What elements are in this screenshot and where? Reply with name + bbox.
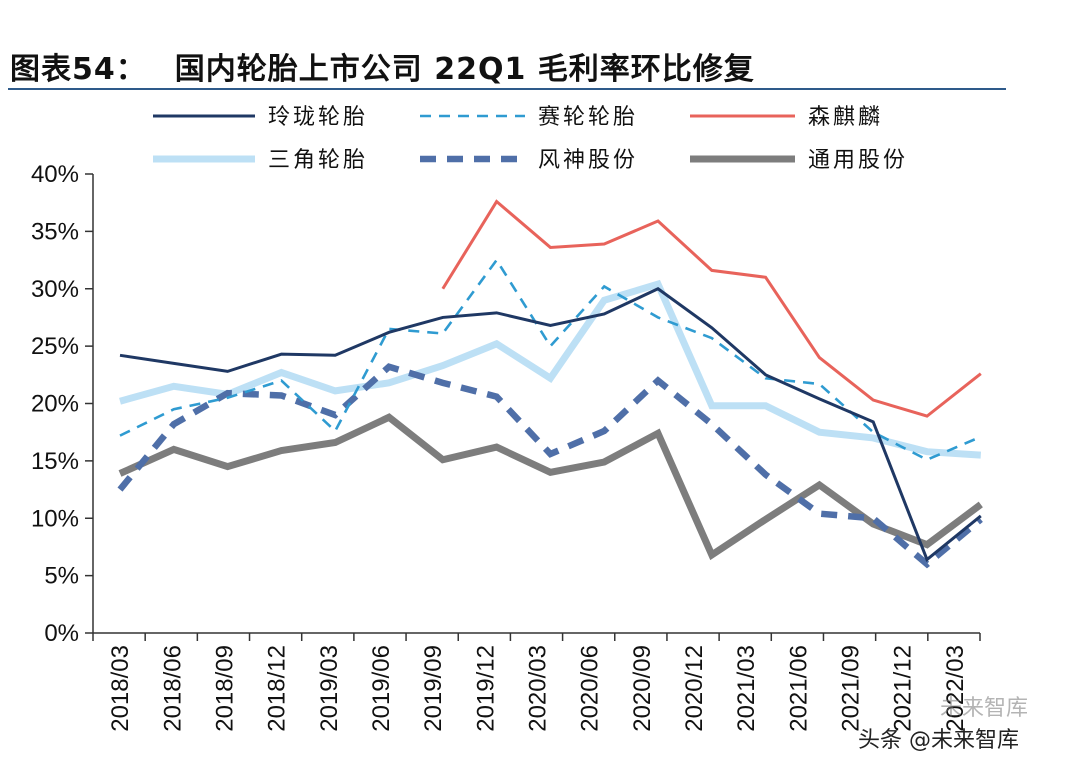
legend-label-2: 森麒麟 bbox=[808, 105, 883, 130]
chart-series bbox=[117, 199, 983, 569]
x-tick-label: 2021/09 bbox=[838, 645, 865, 732]
x-tick-label: 2020/12 bbox=[681, 645, 708, 732]
legend-label-0: 玲珑轮胎 bbox=[268, 105, 368, 130]
x-tick-label: 2019/03 bbox=[316, 645, 343, 732]
x-tick-label: 2019/09 bbox=[420, 645, 447, 732]
series-line-5 bbox=[118, 413, 983, 561]
y-tick-label: 15% bbox=[31, 448, 79, 475]
y-tick-label: 40% bbox=[31, 161, 79, 188]
legend-label-3: 三角轮胎 bbox=[268, 148, 368, 173]
series-line-1 bbox=[119, 257, 982, 462]
y-tick-label: 25% bbox=[31, 333, 79, 360]
legend-label-5: 通用股份 bbox=[808, 148, 908, 173]
chart-title: 图表54： 国内轮胎上市公司 22Q1 毛利率环比修复 bbox=[10, 44, 755, 88]
x-tick-label: 2018/09 bbox=[211, 645, 238, 732]
series-line-2 bbox=[441, 199, 982, 418]
watermark: 头条 @未来智库 bbox=[858, 728, 1019, 753]
series-line-4 bbox=[117, 363, 983, 569]
x-tick-label: 2022/03 bbox=[942, 645, 969, 732]
x-tick-label: 2021/06 bbox=[785, 645, 812, 732]
x-tick-label: 2021/12 bbox=[890, 645, 917, 732]
y-tick-label: 0% bbox=[44, 620, 79, 647]
legend-label-4: 风神股份 bbox=[538, 148, 638, 173]
chart-axes: 0% 5% 10% 15% 20% 25% 30% 35% 40% 2018/03 2018/06 2… bbox=[31, 161, 981, 732]
y-tick-label: 20% bbox=[31, 391, 79, 418]
x-tick-label: 2020/06 bbox=[577, 645, 604, 732]
x-tick-label: 2020/09 bbox=[629, 645, 656, 732]
x-tick-label: 2019/12 bbox=[472, 645, 499, 732]
y-tick-label: 10% bbox=[31, 505, 79, 532]
y-tick-label: 35% bbox=[31, 218, 79, 245]
figure-title: 国内轮胎上市公司 22Q1 毛利率环比修复 bbox=[174, 52, 755, 87]
y-tick-label: 30% bbox=[31, 276, 79, 303]
y-tick-label: 5% bbox=[44, 563, 79, 590]
x-tick-label: 2018/03 bbox=[107, 645, 134, 732]
figure-label: 图表54： bbox=[10, 52, 147, 87]
x-tick-label: 2018/12 bbox=[264, 645, 291, 732]
x-tick-label: 2019/06 bbox=[368, 645, 395, 732]
watermark-logo: 未来智库 bbox=[940, 696, 1029, 721]
series-line-3 bbox=[119, 279, 982, 459]
x-tick-label: 2021/03 bbox=[733, 645, 760, 732]
title-divider bbox=[8, 88, 1006, 90]
x-tick-label: 2020/03 bbox=[525, 645, 552, 732]
legend-label-1: 赛轮轮胎 bbox=[538, 105, 638, 130]
x-tick-label: 2018/06 bbox=[159, 645, 186, 732]
series-line-0 bbox=[119, 287, 982, 563]
